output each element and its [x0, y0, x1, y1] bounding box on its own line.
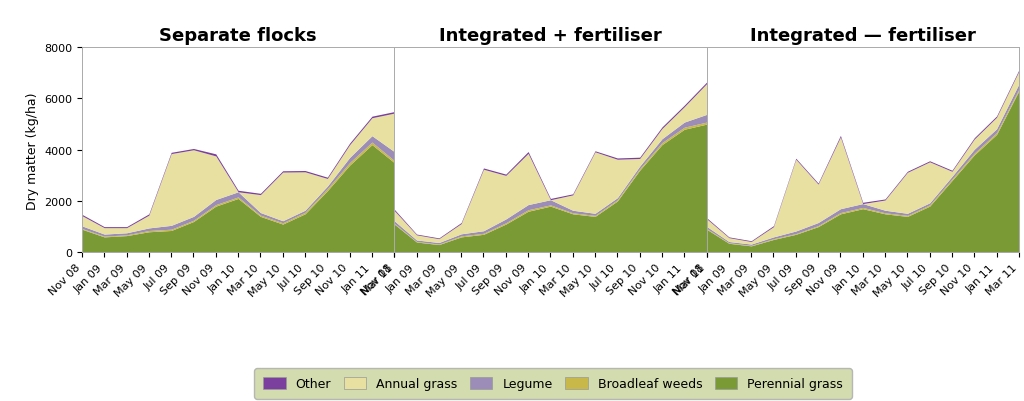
Legend: Other, Annual grass, Legume, Broadleaf weeds, Perennial grass: Other, Annual grass, Legume, Broadleaf w…: [254, 368, 852, 399]
Title: Integrated + fertiliser: Integrated + fertiliser: [439, 27, 662, 45]
Y-axis label: Dry matter (kg/ha): Dry matter (kg/ha): [26, 92, 39, 209]
Title: Integrated — fertiliser: Integrated — fertiliser: [750, 27, 976, 45]
Title: Separate flocks: Separate flocks: [160, 27, 316, 45]
